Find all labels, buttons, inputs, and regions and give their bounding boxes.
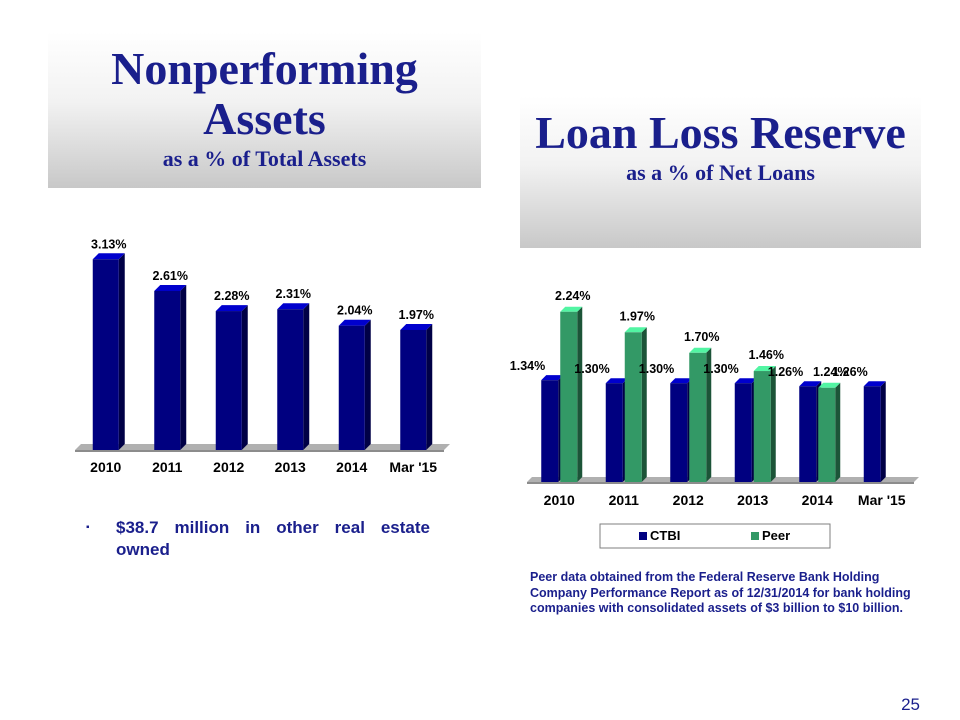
llr-data-label-peer-2014: 1.24% — [813, 365, 848, 379]
llr-x-tick-2014: 2014 — [802, 492, 833, 508]
llr-bar-ctbi-2012 — [670, 378, 693, 482]
npa-floor — [75, 444, 450, 450]
llr-data-label-ctbi-2010: 1.34% — [510, 359, 545, 373]
llr-legend-label-peer: Peer — [762, 528, 790, 543]
npa-data-label-2014: 2.04% — [337, 304, 372, 318]
llr-legend: CTBI Peer — [599, 523, 831, 549]
llr-floor-edge — [527, 482, 914, 484]
llr-x-tick-2010: 2010 — [544, 492, 575, 508]
page-number: 25 — [901, 695, 920, 714]
npa-data-label-2011: 2.61% — [153, 269, 188, 283]
llr-data-label-peer-2011: 1.97% — [620, 309, 655, 323]
npa-data-label-2012: 2.28% — [214, 289, 249, 303]
llr-legend-swatch-peer — [751, 532, 759, 540]
npa-bar-Mar '15 — [400, 323, 433, 450]
llr-bar-peer-2013 — [753, 366, 776, 482]
llr-data-label-ctbi-Mar '15: 1.26% — [832, 365, 867, 379]
llr-x-tick-2013: 2013 — [737, 492, 768, 508]
llr-subtitle: as a % of Net Loans — [626, 160, 815, 185]
npa-bar-2010 — [92, 253, 125, 450]
llr-bar-ctbi-2013 — [734, 378, 757, 482]
npa-x-tick-2014: 2014 — [336, 459, 367, 475]
llr-bar-chart: 1.34% 2.24% 2010 1.30% 1.97% 2011 1.30% 1.70% 20… — [510, 289, 919, 549]
npa-bar-2012 — [215, 305, 248, 450]
llr-bar-ctbi-2011 — [605, 378, 628, 482]
llr-bar-ctbi-2010 — [541, 375, 564, 482]
llr-title-box: Loan Loss Reserve as a % of Net Loans — [520, 96, 921, 248]
llr-x-tick-2011: 2011 — [609, 492, 640, 508]
llr-data-label-peer-2013: 1.46% — [749, 348, 784, 362]
llr-x-tick-Mar '15: Mar '15 — [858, 492, 906, 508]
npa-x-tick-2012: 2012 — [213, 459, 244, 475]
npa-bar-2013 — [277, 303, 310, 450]
llr-legend-box — [599, 523, 831, 549]
llr-data-label-ctbi-2012: 1.30% — [639, 362, 674, 376]
llr-bar-peer-2012 — [689, 347, 712, 482]
npa-x-tick-Mar '15: Mar '15 — [389, 459, 437, 475]
llr-bar-peer-2010 — [560, 306, 583, 482]
npa-bar-chart: 3.13% 2010 2.61% 2011 2.28% 2012 2.31% 2013 2.04… — [75, 237, 450, 475]
llr-bar-peer-2014 — [818, 382, 841, 482]
npa-data-label-2013: 2.31% — [276, 287, 311, 301]
llr-data-label-peer-2010: 2.24% — [555, 289, 590, 303]
peer-data-footnote: Peer data obtained from the Federal Rese… — [530, 570, 911, 615]
llr-data-label-ctbi-2013: 1.30% — [703, 362, 738, 376]
npa-data-label-Mar '15: 1.97% — [399, 308, 434, 322]
llr-title: Loan Loss Reserve — [535, 107, 906, 158]
npa-subtitle: as a % of Total Assets — [162, 146, 367, 171]
npa-data-label-2010: 3.13% — [91, 237, 126, 251]
llr-data-label-peer-2012: 1.70% — [684, 330, 719, 344]
llr-legend-swatch-ctbi — [639, 532, 647, 540]
npa-bar-2011 — [154, 284, 187, 450]
llr-bar-ctbi-2014 — [799, 381, 822, 482]
llr-data-label-ctbi-2014: 1.26% — [768, 365, 803, 379]
llr-legend-label-ctbi: CTBI — [650, 528, 680, 543]
llr-data-label-ctbi-2011: 1.30% — [574, 362, 609, 376]
ore-bullet-text: $38.7 million in other real estate owned — [116, 518, 430, 559]
npa-title: Nonperforming Assets — [111, 43, 418, 144]
npa-floor-edge — [75, 450, 444, 452]
ore-bullet: ▪ $38.7 million in other real estate own… — [86, 517, 430, 561]
llr-floor — [527, 477, 919, 482]
bullet-marker-icon: ▪ — [86, 522, 90, 533]
npa-x-tick-2011: 2011 — [152, 459, 183, 475]
npa-title-box: Nonperforming Assets as a % of Total Ass… — [48, 32, 481, 188]
npa-bar-2014 — [338, 319, 371, 450]
npa-x-tick-2013: 2013 — [275, 459, 306, 475]
llr-bar-ctbi-Mar '15 — [863, 381, 886, 482]
llr-x-tick-2012: 2012 — [673, 492, 704, 508]
llr-bar-peer-2011 — [624, 327, 647, 482]
npa-x-tick-2010: 2010 — [90, 459, 121, 475]
